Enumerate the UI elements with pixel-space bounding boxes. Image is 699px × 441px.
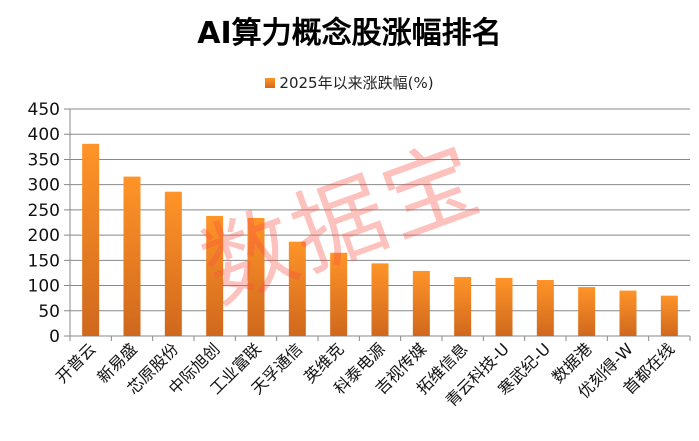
bar bbox=[660, 295, 678, 336]
y-tick-label: 100 bbox=[28, 277, 60, 297]
y-tick-label: 400 bbox=[28, 125, 60, 145]
bar bbox=[412, 270, 430, 336]
bar bbox=[206, 215, 224, 336]
bar bbox=[164, 191, 182, 336]
bar bbox=[247, 217, 265, 336]
bar bbox=[371, 263, 389, 336]
y-tick-label: 150 bbox=[28, 251, 60, 271]
legend: 2025年以来涨跌幅(%) bbox=[0, 72, 699, 93]
bar bbox=[82, 143, 100, 336]
y-tick-label: 250 bbox=[28, 201, 60, 221]
y-tick-label: 50 bbox=[38, 302, 60, 322]
chart-title: AI算力概念股涨幅排名 bbox=[197, 16, 502, 51]
bar bbox=[123, 176, 141, 336]
legend-label: 2025年以来涨跌幅(%) bbox=[279, 74, 434, 92]
y-tick-label: 0 bbox=[49, 327, 60, 347]
bar bbox=[495, 277, 513, 336]
bar bbox=[619, 290, 637, 336]
y-tick-label: 300 bbox=[28, 176, 60, 196]
y-tick-label: 350 bbox=[28, 150, 60, 170]
legend-swatch bbox=[265, 78, 276, 88]
bar bbox=[578, 287, 596, 336]
bar bbox=[536, 280, 554, 336]
y-tick-label: 450 bbox=[28, 100, 60, 120]
y-tick-label: 200 bbox=[28, 226, 60, 246]
bar bbox=[330, 252, 348, 336]
bar bbox=[288, 241, 306, 336]
bar bbox=[454, 276, 472, 336]
